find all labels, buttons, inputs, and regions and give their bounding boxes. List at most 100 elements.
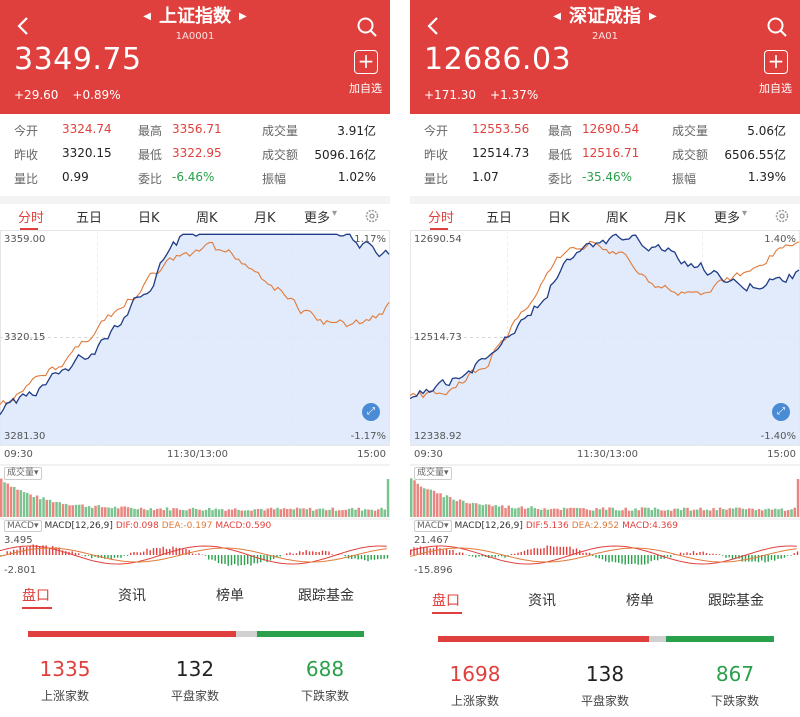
volume-bar — [308, 507, 312, 517]
macd-histogram-bar — [423, 546, 425, 555]
next-index-arrow-icon[interactable]: ▶ — [239, 11, 247, 22]
gear-icon[interactable] — [364, 208, 380, 224]
macd-histogram-bar — [491, 555, 493, 557]
back-arrow-icon[interactable] — [14, 16, 34, 36]
macd-histogram-bar — [55, 547, 57, 555]
macd-histogram-bar — [165, 548, 168, 555]
tab-period-4[interactable]: 月K — [664, 211, 686, 226]
tab-tracking-funds[interactable]: 跟踪基金 — [298, 588, 354, 604]
current-price: 12686.03 — [424, 42, 572, 77]
tab-period-3[interactable]: 周K — [196, 211, 218, 226]
tab-period-2[interactable]: 日K — [138, 211, 160, 226]
volume-bar — [149, 508, 152, 517]
intraday-chart: 12690.54 12514.73 12338.92 1.40% -1.40% 09:30… — [410, 230, 800, 580]
volume-bar — [670, 510, 673, 517]
macd-histogram-bar — [540, 548, 542, 555]
volume-bar — [84, 506, 87, 517]
tab-period-2[interactable]: 日K — [548, 211, 570, 226]
stat-value: 12514.73 — [472, 146, 530, 160]
volume-bar — [686, 507, 689, 517]
more-dropdown-icon[interactable]: ▾ — [742, 208, 748, 219]
advancers: 1335 上涨家数 — [0, 657, 130, 704]
back-arrow-icon[interactable] — [424, 16, 444, 36]
tab-period-5[interactable]: 更多 — [304, 211, 331, 226]
volume-bar — [224, 510, 227, 517]
macd-histogram-bar — [549, 546, 552, 555]
macd-histogram-bar — [224, 555, 226, 564]
macd-histogram-bar — [250, 555, 252, 566]
volume-bar — [266, 508, 269, 517]
macd-histogram-bar — [722, 555, 724, 556]
volume-bar — [289, 508, 292, 517]
decliners-ratio-bar — [666, 636, 774, 642]
add-to-watchlist-label[interactable]: 加自选 — [759, 82, 792, 95]
volume-indicator-select[interactable]: 成交量▾ — [414, 467, 452, 480]
tab-intraday[interactable]: 分时 — [18, 211, 45, 226]
tab-rankings[interactable]: 榜单 — [216, 588, 244, 604]
tab-rankings[interactable]: 榜单 — [626, 593, 654, 609]
tab-news[interactable]: 资讯 — [528, 593, 556, 609]
volume-bar — [514, 508, 517, 517]
add-to-watchlist-button[interactable]: + — [764, 50, 788, 74]
macd-histogram-bar — [533, 548, 535, 555]
volume-bar — [16, 489, 19, 517]
volume-indicator-select[interactable]: 成交量▾ — [4, 467, 42, 480]
stat-value: 12690.54 — [582, 122, 640, 136]
price-area — [0, 234, 390, 445]
volume-bar — [796, 479, 800, 517]
volume-bar — [263, 510, 266, 517]
volume-bar — [556, 508, 559, 517]
macd-histogram-bar — [614, 555, 617, 563]
tab-order-book[interactable]: 盘口 — [22, 588, 50, 604]
search-icon[interactable] — [766, 16, 788, 38]
gear-icon[interactable] — [774, 208, 790, 224]
tab-tracking-funds[interactable]: 跟踪基金 — [708, 593, 764, 609]
macd-histogram-bar — [143, 551, 145, 555]
macd-histogram-bar — [455, 553, 457, 555]
macd-histogram-bar — [510, 554, 513, 555]
fullscreen-icon[interactable]: ⤢ — [362, 403, 380, 421]
volume-bar — [585, 509, 588, 517]
volume-bar — [253, 509, 256, 517]
tab-period-5[interactable]: 更多 — [714, 211, 741, 226]
add-to-watchlist-button[interactable]: + — [354, 50, 378, 74]
add-to-watchlist-label[interactable]: 加自选 — [349, 82, 382, 95]
macd-histogram-bar — [624, 555, 626, 565]
macd-indicator-select[interactable]: MACD▾ — [414, 520, 452, 532]
macd-histogram-bar — [504, 555, 506, 558]
active-tab-underline — [430, 228, 448, 230]
macd-axis-max: 21.467 — [414, 535, 449, 546]
prev-index-arrow-icon[interactable]: ◀ — [143, 11, 151, 22]
tab-period-3[interactable]: 周K — [606, 211, 628, 226]
tab-period-1[interactable]: 五日 — [486, 211, 513, 226]
macd-histogram-bar — [787, 555, 789, 556]
tab-order-book[interactable]: 盘口 — [432, 593, 460, 609]
prev-index-arrow-icon[interactable]: ◀ — [553, 11, 561, 22]
macd-indicator-select[interactable]: MACD▾ — [4, 520, 42, 532]
macd-histogram-bar — [117, 555, 119, 558]
macd-histogram-bar — [13, 549, 15, 555]
volume-bar — [299, 508, 302, 517]
tab-period-4[interactable]: 月K — [254, 211, 276, 226]
volume-bar — [559, 510, 562, 517]
more-dropdown-icon[interactable]: ▾ — [332, 208, 338, 219]
volume-bar — [494, 505, 497, 517]
active-tab-underline — [432, 612, 462, 614]
tab-intraday[interactable]: 分时 — [428, 211, 455, 226]
tab-period-1[interactable]: 五日 — [76, 211, 103, 226]
volume-bar — [87, 506, 91, 517]
next-index-arrow-icon[interactable]: ▶ — [649, 11, 657, 22]
macd-histogram-bar — [575, 548, 578, 555]
fullscreen-icon[interactable]: ⤢ — [772, 403, 790, 421]
tab-news[interactable]: 资讯 — [118, 588, 146, 604]
volume-bar — [501, 505, 504, 517]
macd-histogram-bar — [569, 546, 571, 555]
macd-histogram-bar — [731, 555, 734, 559]
macd-histogram-bar — [91, 555, 93, 559]
macd-histogram-bar — [757, 555, 760, 563]
stat-value: 3322.95 — [172, 146, 222, 160]
macd-histogram-bar — [364, 555, 366, 561]
search-icon[interactable] — [356, 16, 378, 38]
volume-bar — [208, 508, 211, 517]
volume-bar — [774, 508, 777, 517]
